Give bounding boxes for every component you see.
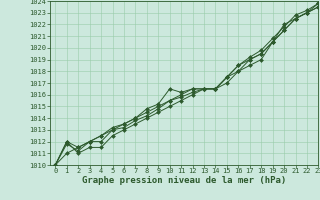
X-axis label: Graphe pression niveau de la mer (hPa): Graphe pression niveau de la mer (hPa) <box>82 176 286 185</box>
